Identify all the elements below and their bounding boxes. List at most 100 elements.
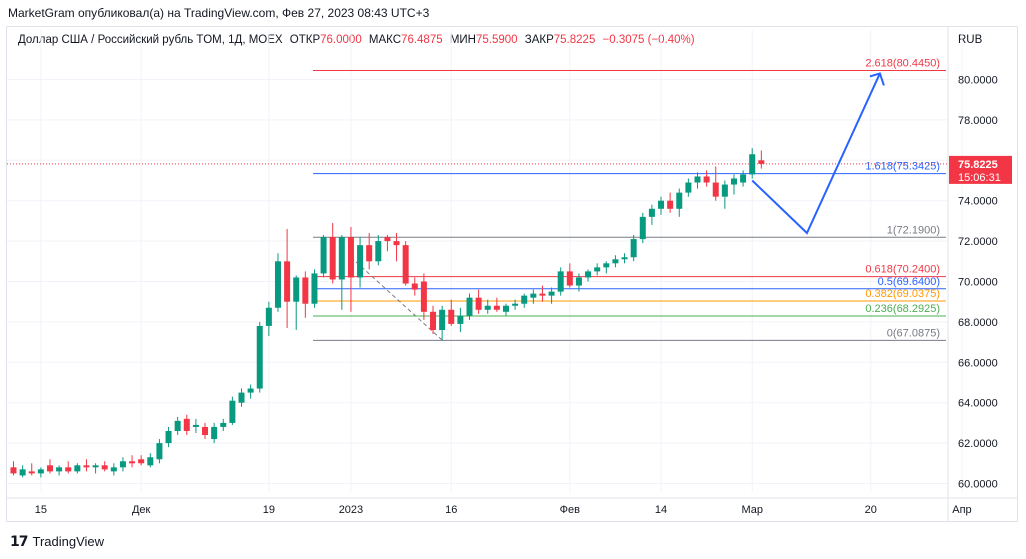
candle-body[interactable] xyxy=(393,241,400,246)
candle-body[interactable] xyxy=(83,465,90,468)
candle-body[interactable] xyxy=(667,200,674,209)
candle-body[interactable] xyxy=(621,257,628,260)
change-value: −0.3075 (−0.40%) xyxy=(602,34,695,46)
candle-body[interactable] xyxy=(28,471,35,474)
candle-body[interactable] xyxy=(320,237,327,274)
candle-body[interactable] xyxy=(521,295,528,304)
instrument-title[interactable]: Доллар США / Российский рубль TOM, 1Д, M… xyxy=(18,34,283,46)
candle-body[interactable] xyxy=(585,271,592,278)
symbol-legend: Доллар США / Российский рубль TOM, 1Д, M… xyxy=(18,34,695,46)
candle-body[interactable] xyxy=(685,182,692,193)
candle-body[interactable] xyxy=(658,200,665,209)
candle-body[interactable] xyxy=(439,309,446,330)
candle-body[interactable] xyxy=(256,325,263,389)
candle-body[interactable] xyxy=(19,469,26,476)
candle-body[interactable] xyxy=(493,305,500,310)
brand-name: TradingView xyxy=(32,534,105,549)
price-tick-label: 62.0000 xyxy=(958,438,998,450)
tradingview-logo[interactable]: 𝟭𝟳 TradingView xyxy=(10,533,104,550)
candle-body[interactable] xyxy=(274,261,281,308)
candle-body[interactable] xyxy=(703,176,710,183)
candle-body[interactable] xyxy=(56,467,63,472)
candle-body[interactable] xyxy=(311,273,318,304)
candle-body[interactable] xyxy=(411,283,418,290)
candle-body[interactable] xyxy=(37,469,44,474)
candle-body[interactable] xyxy=(430,311,437,330)
candle-body[interactable] xyxy=(293,277,300,302)
candle-body[interactable] xyxy=(548,291,555,296)
time-tick-label: Мар xyxy=(741,504,763,516)
candle-body[interactable] xyxy=(366,245,373,262)
candle-body[interactable] xyxy=(512,303,519,306)
candle-body[interactable] xyxy=(138,459,145,464)
candle-body[interactable] xyxy=(758,160,765,164)
candle-body[interactable] xyxy=(147,457,154,466)
candle-body[interactable] xyxy=(402,245,409,284)
candle-body[interactable] xyxy=(129,461,136,464)
publisher-note: MarketGram опубликовал(а) на TradingView… xyxy=(8,6,430,20)
candle-body[interactable] xyxy=(229,400,236,423)
candle-body[interactable] xyxy=(10,467,17,474)
candle-body[interactable] xyxy=(357,245,364,278)
candle-body[interactable] xyxy=(740,174,747,183)
candle-body[interactable] xyxy=(639,216,646,240)
projection-path[interactable] xyxy=(751,73,881,235)
price-tick-label: 74.0000 xyxy=(958,196,998,208)
candle-body[interactable] xyxy=(539,293,546,296)
candle-body[interactable] xyxy=(220,422,227,427)
candle-body[interactable] xyxy=(192,424,199,427)
candle-body[interactable] xyxy=(156,443,163,460)
candle-body[interactable] xyxy=(119,461,126,468)
currency-label[interactable]: RUB xyxy=(958,34,983,46)
time-tick-label: 20 xyxy=(865,504,877,516)
candle-body[interactable] xyxy=(648,208,655,217)
candle-body[interactable] xyxy=(65,467,72,472)
candle-body[interactable] xyxy=(575,277,582,286)
candle-body[interactable] xyxy=(110,467,117,472)
low-value: 75.5900 xyxy=(475,34,518,46)
candle-body[interactable] xyxy=(676,192,683,209)
candle-body[interactable] xyxy=(329,237,336,280)
candle-body[interactable] xyxy=(557,271,564,292)
candle-body[interactable] xyxy=(302,277,309,304)
candle-body[interactable] xyxy=(183,418,190,431)
candle-body[interactable] xyxy=(284,261,291,302)
candle-body[interactable] xyxy=(749,154,756,175)
candle-body[interactable] xyxy=(347,237,354,278)
candle-body[interactable] xyxy=(247,388,254,393)
candle-body[interactable] xyxy=(46,465,53,472)
candle-body[interactable] xyxy=(211,426,218,440)
candle-body[interactable] xyxy=(484,305,491,310)
time-tick-label: 2023 xyxy=(339,504,363,516)
candle-body[interactable] xyxy=(238,392,245,403)
candle-body[interactable] xyxy=(612,259,619,264)
candle-body[interactable] xyxy=(174,420,181,431)
candle-body[interactable] xyxy=(338,237,345,280)
candle-body[interactable] xyxy=(165,430,172,444)
candle-body[interactable] xyxy=(630,239,637,258)
candle-body[interactable] xyxy=(202,426,209,436)
candle-body[interactable] xyxy=(265,307,272,326)
time-tick-label: Дек xyxy=(132,504,151,516)
candle-body[interactable] xyxy=(384,237,391,242)
candle-body[interactable] xyxy=(502,305,509,312)
candle-body[interactable] xyxy=(566,271,573,286)
candle-body[interactable] xyxy=(92,465,99,468)
candle-body[interactable] xyxy=(466,297,473,316)
candle-body[interactable] xyxy=(420,281,427,312)
candle-body[interactable] xyxy=(101,465,108,470)
candle-body[interactable] xyxy=(721,184,728,197)
candle-body[interactable] xyxy=(694,176,701,183)
candle-body[interactable] xyxy=(74,465,81,472)
trend-line[interactable] xyxy=(350,256,443,341)
candle-body[interactable] xyxy=(594,267,601,272)
candle-body[interactable] xyxy=(475,297,482,310)
candle-body[interactable] xyxy=(603,263,610,268)
candle-body[interactable] xyxy=(375,241,382,262)
candle-body[interactable] xyxy=(530,293,537,298)
candle-body[interactable] xyxy=(457,315,464,324)
candle-body[interactable] xyxy=(448,309,455,324)
candle-body[interactable] xyxy=(712,182,719,197)
candle-body[interactable] xyxy=(730,178,737,185)
